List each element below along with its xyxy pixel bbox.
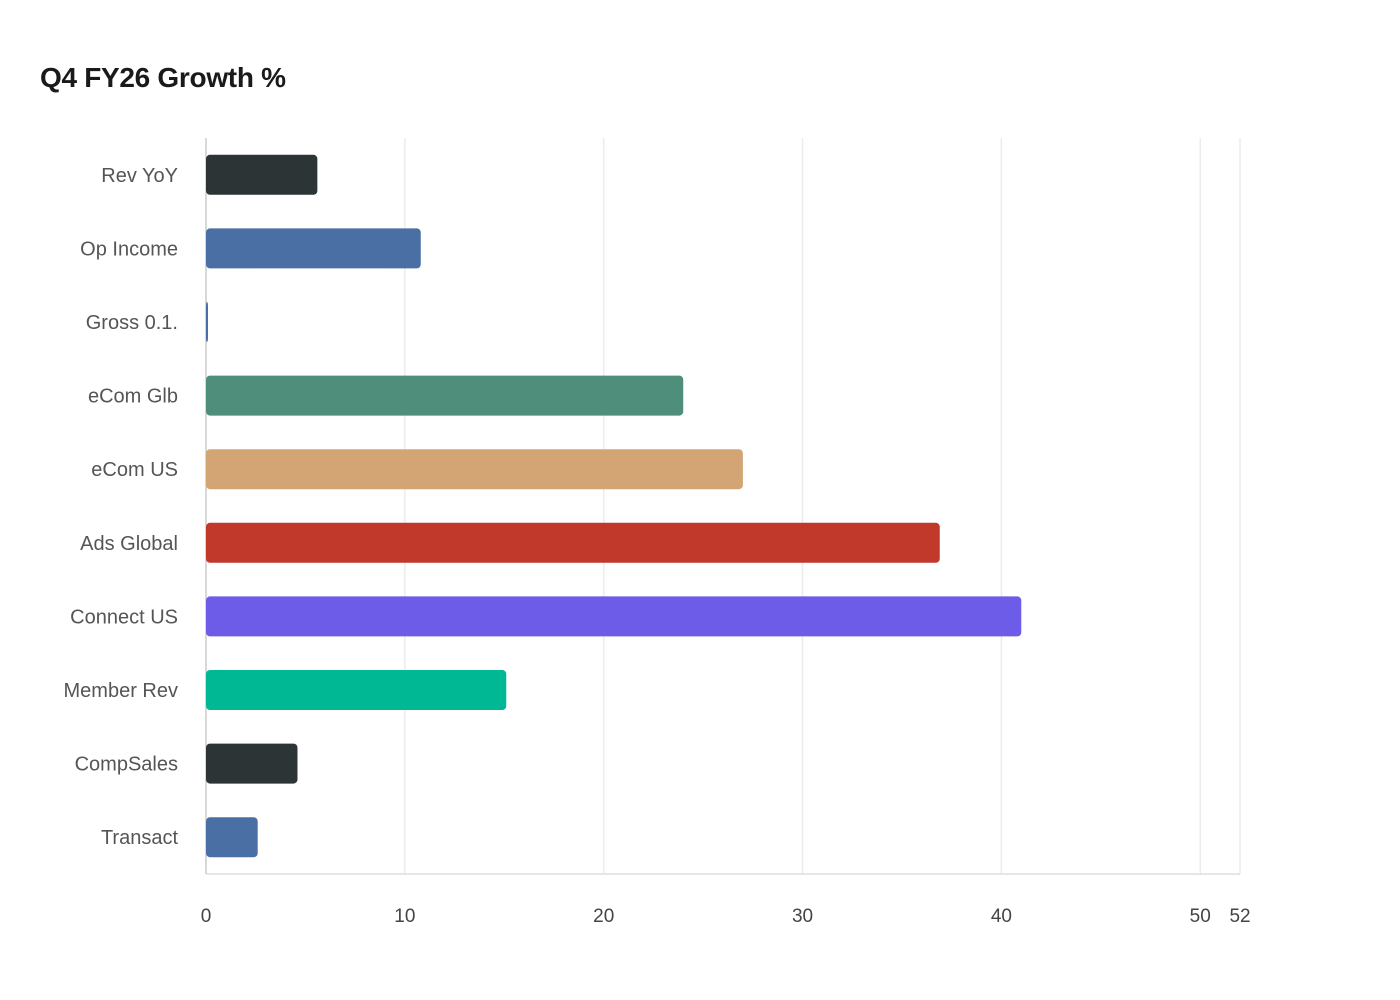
x-tick-label: 10 [394,906,415,927]
y-tick-label: Connect US [70,606,178,628]
y-tick-label: eCom US [91,459,178,481]
y-tick-label: Transact [101,827,179,849]
x-tick-label: 20 [593,906,614,927]
y-tick-label: Op Income [80,238,178,260]
y-tick-label: CompSales [75,754,178,776]
y-tick-label: eCom Glb [88,386,178,408]
y-tick-label: Rev YoY [101,165,178,187]
bar [206,228,421,269]
x-tick-label: 40 [991,906,1012,927]
y-tick-label: Member Rev [64,680,178,702]
x-tick-label: 50 [1190,906,1211,927]
bar [206,154,318,195]
y-tick-label: Gross 0.1. [86,312,178,334]
bar [206,596,1022,637]
x-tick-label: 30 [792,906,813,927]
x-tick-label: 52 [1229,906,1250,927]
x-tick-label: 0 [201,906,212,927]
bar [206,817,258,858]
bar [206,302,208,342]
bar [206,522,940,563]
bar [206,375,684,416]
bar [206,743,298,784]
bar [206,449,743,490]
y-tick-label: Ads Global [80,533,178,555]
chart-title: Q4 FY26 Growth % [40,62,286,93]
bar [206,670,507,710]
